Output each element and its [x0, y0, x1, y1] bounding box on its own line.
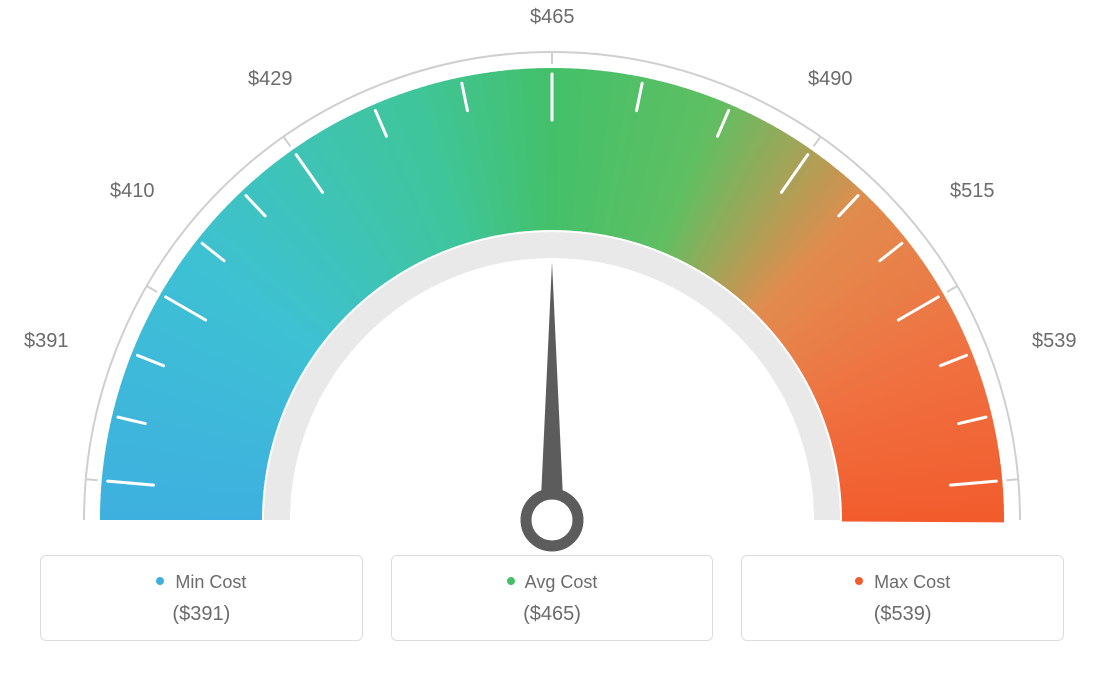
- legend-card-avg: Avg Cost ($465): [391, 555, 714, 641]
- gauge-tick-label: $429: [248, 68, 293, 91]
- legend-dot-min: [156, 577, 164, 585]
- legend-title-avg-text: Avg Cost: [525, 572, 598, 592]
- legend-title-avg: Avg Cost: [402, 572, 703, 593]
- legend-title-max-text: Max Cost: [874, 572, 950, 592]
- legend-row: Min Cost ($391) Avg Cost ($465) Max Cost…: [0, 555, 1104, 641]
- legend-card-min: Min Cost ($391): [40, 555, 363, 641]
- legend-value-avg: ($465): [402, 603, 703, 626]
- legend-title-min: Min Cost: [51, 572, 352, 593]
- gauge-svg: [0, 0, 1104, 555]
- gauge-tick-label: $391: [24, 330, 69, 353]
- legend-value-max: ($539): [752, 603, 1053, 626]
- legend-card-max: Max Cost ($539): [741, 555, 1064, 641]
- gauge-tick-label: $410: [110, 180, 155, 203]
- legend-dot-avg: [507, 577, 515, 585]
- legend-title-max: Max Cost: [752, 572, 1053, 593]
- gauge-tick-label: $539: [1032, 330, 1077, 353]
- gauge-tick-label: $465: [530, 6, 575, 29]
- legend-value-min: ($391): [51, 603, 352, 626]
- legend-dot-max: [855, 577, 863, 585]
- gauge-tick-label: $515: [950, 180, 995, 203]
- gauge-tick-label: $490: [808, 68, 853, 91]
- legend-title-min-text: Min Cost: [175, 572, 246, 592]
- gauge-chart: $391 $410 $429 $465 $490 $515 $539: [0, 0, 1104, 555]
